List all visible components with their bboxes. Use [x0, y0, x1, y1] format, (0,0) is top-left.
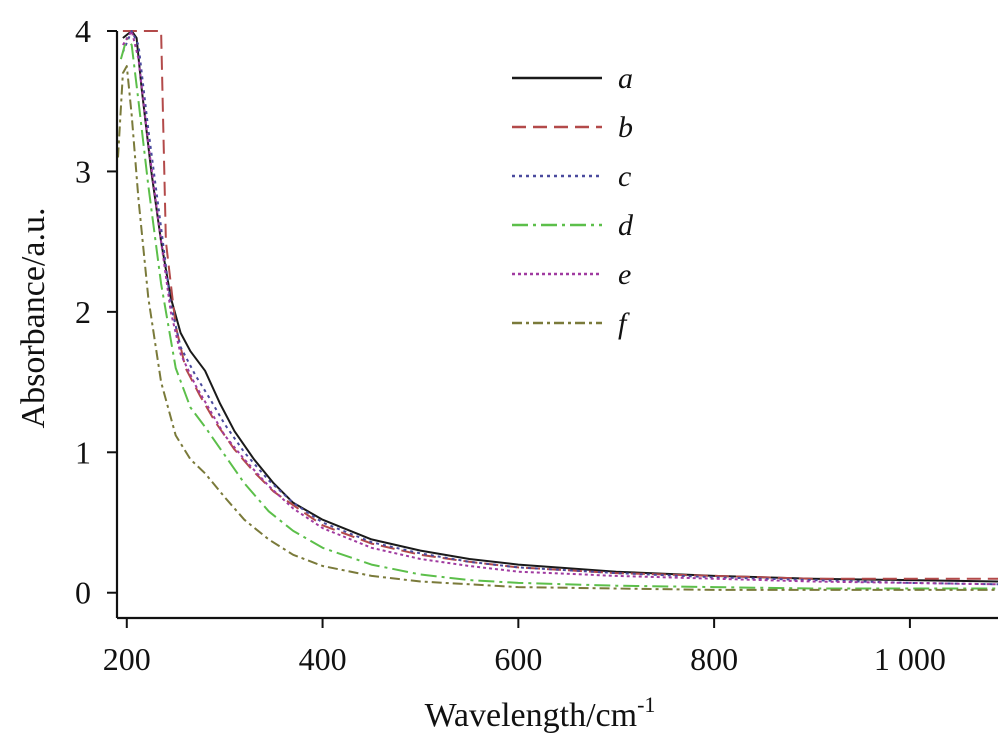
axes [115, 31, 998, 620]
y-axis-title: Absorbance/a.u. [15, 208, 52, 429]
legend-label-d: d [618, 209, 634, 242]
x-tick-label: 600 [494, 641, 542, 677]
series-line-e [122, 30, 999, 586]
series-line-c [121, 30, 999, 586]
y-tick-label: 1 [75, 434, 91, 470]
x-tick-label: 400 [299, 641, 347, 677]
series-line-b [122, 30, 998, 580]
y-ticks: 0 1 2 3 4 [75, 13, 117, 611]
x-tick-label: 800 [690, 641, 738, 677]
series-line-d [119, 37, 998, 590]
legend-label-f: f [618, 307, 630, 340]
y-tick-label: 2 [75, 294, 91, 330]
y-tick-label: 4 [75, 13, 91, 49]
series-line-f [117, 65, 998, 591]
x-tick-label: 200 [103, 641, 151, 677]
x-axis-title: Wavelength/cm-1 [425, 692, 656, 734]
legend-label-b: b [618, 111, 633, 144]
x-ticks: 200 400 600 800 1 000 [103, 618, 946, 677]
legend-label-a: a [618, 62, 633, 95]
legend-label-c: c [618, 160, 631, 193]
legend-label-e: e [618, 258, 631, 291]
series-line-a [122, 30, 999, 583]
x-tick-label: 1 000 [874, 641, 946, 677]
series-layer [117, 30, 999, 591]
y-tick-label: 0 [75, 575, 91, 611]
y-tick-label: 3 [75, 153, 91, 189]
